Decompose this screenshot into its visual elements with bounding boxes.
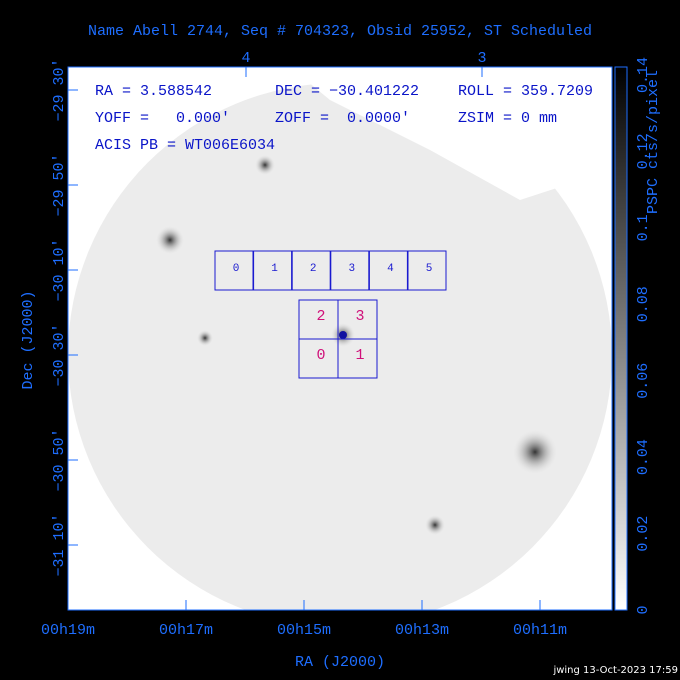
top-tick-label: 4 (241, 50, 250, 67)
x-tick-label: 00h15m (277, 622, 331, 639)
colorbar-tick-label: 0.02 (635, 516, 652, 552)
y-tick-label: −31 10' (51, 513, 68, 576)
x-tick-label: 00h17m (159, 622, 213, 639)
y-tick-label: −30 50' (51, 428, 68, 491)
x-tick-label: 00h11m (513, 622, 567, 639)
chip-label: 3 (348, 263, 355, 275)
chip-label: 0 (233, 263, 240, 275)
chip-label: 2 (310, 263, 317, 275)
chip-label: 4 (387, 263, 394, 275)
source (197, 330, 213, 346)
info-line: ZSIM = 0 mm (458, 110, 557, 127)
unexposed (290, 67, 612, 200)
acis-s-chip (253, 250, 293, 291)
y-tick-label: −29 50' (51, 153, 68, 216)
footer: jwing 13-Oct-2023 17:59 (552, 665, 678, 676)
image (68, 67, 612, 610)
source (513, 430, 557, 474)
x-tick-label: 00h13m (395, 622, 449, 639)
chip-label: 3 (355, 308, 364, 325)
target (339, 331, 347, 339)
y-tick-label: −30 30' (51, 323, 68, 386)
acis-s-chip (330, 250, 370, 291)
x-tick-label: 00h19m (41, 622, 95, 639)
colorbar-tick-label: 0.1 (635, 214, 652, 241)
x-axis-label: RA (J2000) (295, 654, 385, 671)
acis-s-chip (368, 250, 408, 291)
colorbar-tick-label: 0 (635, 605, 652, 614)
source (255, 155, 275, 175)
info-line: RA = 3.588542 (95, 83, 212, 100)
info-line: ACIS PB = WT006E6034 (95, 137, 275, 154)
top-tick-label: 3 (477, 50, 486, 67)
colorbar-label: PSPC cts/s/pixel (645, 70, 662, 214)
info-line: ROLL = 359.7209 (458, 83, 593, 100)
colorbar-tick-label: 0.08 (635, 286, 652, 322)
acis-i-chip (337, 338, 378, 379)
colorbar-tick-label: 0.04 (635, 439, 652, 475)
y-axis-label: Dec (J2000) (20, 290, 37, 389)
source (156, 226, 184, 254)
y-tick-label: −30 10' (51, 238, 68, 301)
chip-label: 1 (271, 263, 278, 275)
chip-label: 1 (355, 347, 364, 364)
colorbar-tick-label: 0.14 (635, 57, 652, 93)
y-tick-label: −29 30' (51, 58, 68, 121)
source (425, 515, 445, 535)
title: Name Abell 2744, Seq # 704323, Obsid 259… (88, 23, 592, 40)
frame (67, 66, 613, 611)
info-line: ZOFF = 0.0000' (275, 110, 410, 127)
colorbar-tick-label: 0.12 (635, 133, 652, 169)
acis-s-chip (407, 250, 447, 291)
chip-label: 2 (316, 308, 325, 325)
colorbar (614, 66, 628, 611)
chip-label: 5 (426, 263, 433, 275)
chip-label: 0 (316, 347, 325, 364)
acis-s-chip (214, 250, 254, 291)
colorbar-tick-label: 0.06 (635, 363, 652, 399)
info-line: YOFF = 0.000' (95, 110, 230, 127)
info-line: DEC = −30.401222 (275, 83, 419, 100)
acis-s-chip (291, 250, 331, 291)
